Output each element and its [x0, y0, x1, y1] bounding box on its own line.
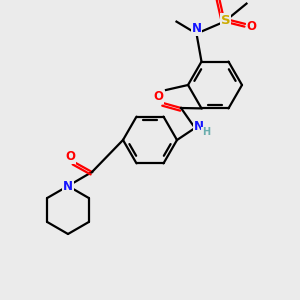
Text: S: S [221, 14, 230, 27]
Text: O: O [247, 20, 256, 33]
Text: N: N [191, 22, 202, 35]
Text: O: O [65, 151, 75, 164]
Text: O: O [153, 91, 163, 103]
Text: N: N [194, 119, 204, 133]
Text: H: H [202, 127, 210, 137]
Text: N: N [63, 179, 73, 193]
